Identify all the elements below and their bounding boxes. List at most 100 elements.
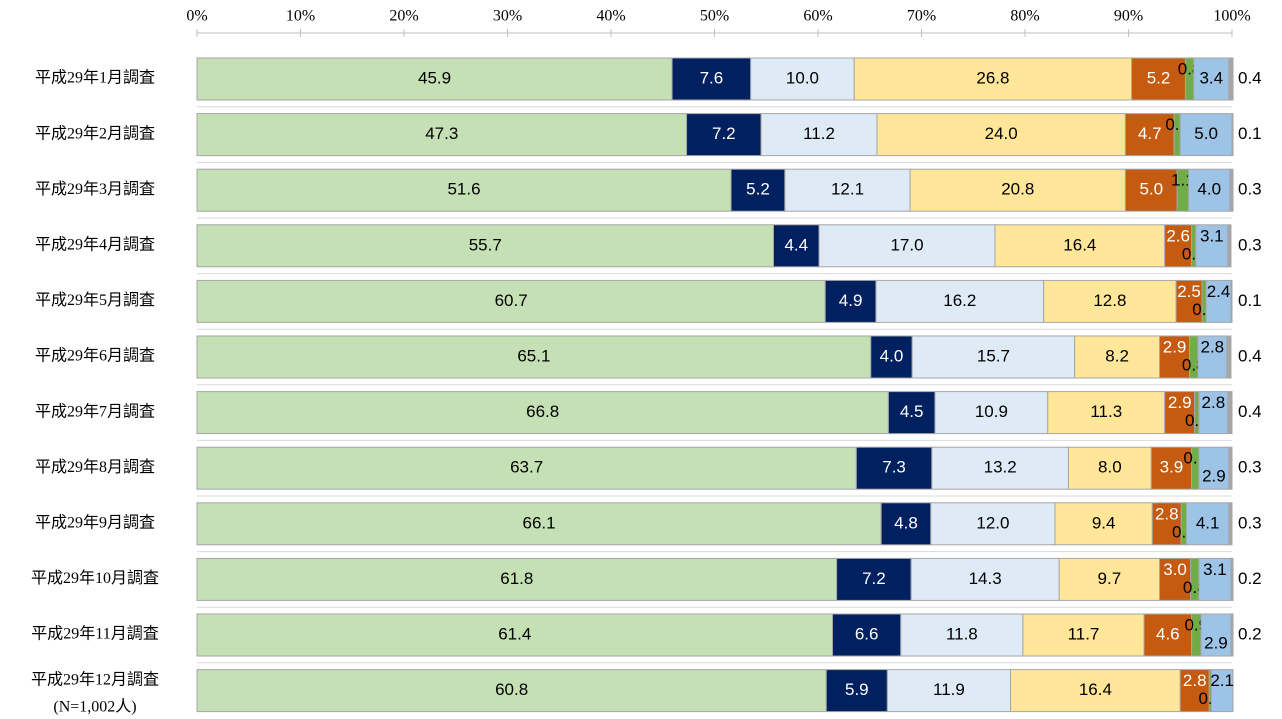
value-label: 3.9	[1160, 458, 1184, 477]
value-label: 4.0	[1197, 180, 1221, 199]
value-label: 0.4	[1238, 68, 1262, 87]
bar-segment	[196, 279, 826, 323]
x-tick-label: 70%	[907, 8, 936, 25]
bar-segment	[750, 57, 855, 101]
value-label: 0.1	[1238, 124, 1262, 143]
bar-segment	[730, 168, 786, 212]
value-label: 61.4	[498, 624, 531, 643]
value-label: 3.0	[1163, 560, 1187, 579]
value-label: 8.2	[1105, 346, 1129, 365]
category-label: 平成29年7月調査	[35, 402, 155, 420]
bar-segment	[1228, 502, 1233, 546]
bar-segment	[1210, 669, 1234, 713]
value-label: 13.2	[984, 458, 1017, 477]
bar-segment	[836, 557, 912, 601]
bar-segment	[1205, 279, 1232, 323]
value-label: 51.6	[447, 180, 480, 199]
value-label: 11.8	[946, 624, 978, 643]
bar-segment	[671, 57, 752, 101]
bar-segment	[1151, 502, 1182, 546]
bar-segment	[1047, 391, 1166, 435]
sample-note: (N=1,002人)	[53, 698, 136, 716]
bar-segment	[824, 279, 877, 323]
bar-segment	[196, 224, 774, 268]
bar-segment	[784, 168, 911, 212]
value-label: 5.2	[746, 180, 770, 199]
value-label: 60.8	[495, 680, 528, 699]
value-label: 2.6	[1166, 226, 1190, 245]
value-label: 26.8	[976, 68, 1009, 87]
bar-segment	[196, 669, 827, 713]
value-label: 4.5	[900, 402, 924, 421]
bar-segment	[1230, 613, 1234, 657]
value-label: 3.4	[1199, 68, 1223, 87]
value-label: 12.0	[976, 513, 1009, 532]
value-label: 2.9	[1202, 467, 1226, 486]
value-label: 47.3	[425, 124, 458, 143]
bar-segment	[196, 57, 673, 101]
value-label: 4.4	[784, 235, 808, 254]
bar-segment	[196, 168, 732, 212]
value-label: 66.1	[523, 513, 556, 532]
value-label: 2.8	[1183, 671, 1207, 690]
value-label: 16.2	[943, 291, 976, 310]
bar-segment	[831, 613, 902, 657]
bar-segment	[1179, 113, 1233, 157]
value-label: 2.8	[1201, 337, 1225, 356]
category-label: 平成29年5月調査	[35, 291, 155, 309]
x-tick-label: 90%	[1114, 8, 1143, 25]
bar-segment	[853, 57, 1133, 101]
bar-segment	[1198, 391, 1229, 435]
bar-segment	[1058, 557, 1161, 601]
bar-segment	[1067, 446, 1152, 490]
category-label: 平成29年1月調査	[35, 69, 155, 87]
bar-segment	[909, 168, 1126, 212]
value-label: 10.9	[975, 402, 1008, 421]
value-label: 45.9	[418, 68, 451, 87]
bar-segment	[875, 279, 1045, 323]
value-label: 2.5	[1177, 282, 1201, 301]
bar-segment	[1229, 168, 1234, 212]
bar-segment	[931, 446, 1069, 490]
bar-segment	[1198, 557, 1232, 601]
value-label: 16.4	[1079, 680, 1112, 699]
bar-segment	[818, 224, 996, 268]
value-label: 61.8	[500, 569, 533, 588]
x-tick-label: 10%	[286, 8, 315, 25]
bar-segment	[1197, 335, 1228, 379]
value-label: 7.2	[862, 569, 886, 588]
x-tick-label: 30%	[493, 8, 522, 25]
bar-segment	[1043, 279, 1177, 323]
value-label: 3.1	[1200, 226, 1224, 245]
value-label: 15.7	[977, 346, 1010, 365]
value-label: 20.8	[1001, 180, 1034, 199]
bar-segment	[1193, 57, 1230, 101]
bar-segment	[760, 113, 878, 157]
bar-segment	[1200, 613, 1232, 657]
value-label: 17.0	[890, 235, 923, 254]
value-label: 0.3	[1238, 235, 1262, 254]
value-label: 65.1	[517, 346, 550, 365]
bar-segment	[1226, 335, 1232, 379]
category-label: 平成29年4月調査	[35, 235, 155, 253]
value-label: 0.3	[1238, 513, 1262, 532]
category-label: 平成29年6月調査	[35, 347, 155, 365]
bar-segment	[855, 446, 933, 490]
bar-segment	[1175, 279, 1203, 323]
value-label: 66.8	[526, 402, 559, 421]
bar-segment	[1164, 224, 1193, 268]
bar-segment	[196, 557, 838, 601]
x-tick-label: 60%	[803, 8, 832, 25]
value-label: 2.9	[1163, 337, 1187, 356]
bar-segment	[1185, 502, 1230, 546]
value-label: 4.0	[880, 346, 904, 365]
bar-segment	[1150, 446, 1193, 490]
category-label: 平成29年2月調査	[35, 124, 155, 142]
bar-segment	[1230, 279, 1233, 323]
bar-segment	[1227, 391, 1233, 435]
value-label: 11.7	[1068, 624, 1100, 643]
bar-segment	[196, 335, 872, 379]
value-label: 7.2	[712, 124, 736, 143]
value-label: 4.1	[1196, 513, 1220, 532]
category-label: 平成29年10月調査	[31, 569, 159, 587]
